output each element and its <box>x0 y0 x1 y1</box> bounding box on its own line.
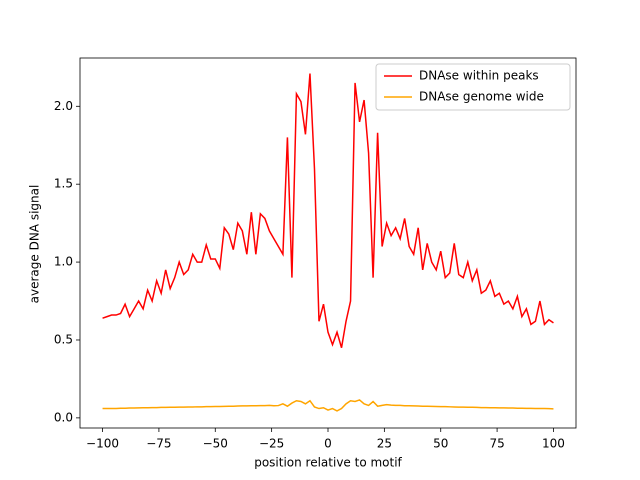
x-tick-label: −75 <box>146 437 171 451</box>
y-axis-label: average DNA signal <box>28 185 42 304</box>
x-tick-label: 100 <box>542 437 565 451</box>
plot-frame <box>79 57 577 429</box>
x-tick-label: −100 <box>86 437 119 451</box>
data-line <box>102 399 554 412</box>
legend-label: DNAse within peaks <box>419 69 539 83</box>
data-line <box>102 73 554 348</box>
x-tick-label: 25 <box>377 437 392 451</box>
y-tick-label: 1.5 <box>54 177 73 191</box>
x-tick-label: 75 <box>489 437 504 451</box>
y-tick-label: 0.0 <box>54 410 73 424</box>
x-tick-label: −50 <box>203 437 228 451</box>
y-tick-label: 0.5 <box>54 332 73 346</box>
x-tick-label: 0 <box>324 437 332 451</box>
legend-label: DNAse genome wide <box>419 90 544 104</box>
y-tick-label: 1.0 <box>54 255 73 269</box>
y-tick-label: 2.0 <box>54 99 73 113</box>
x-axis-label: position relative to motif <box>254 456 402 470</box>
x-tick-label: 50 <box>433 437 448 451</box>
legend-box <box>375 63 571 111</box>
x-tick-label: −25 <box>259 437 284 451</box>
